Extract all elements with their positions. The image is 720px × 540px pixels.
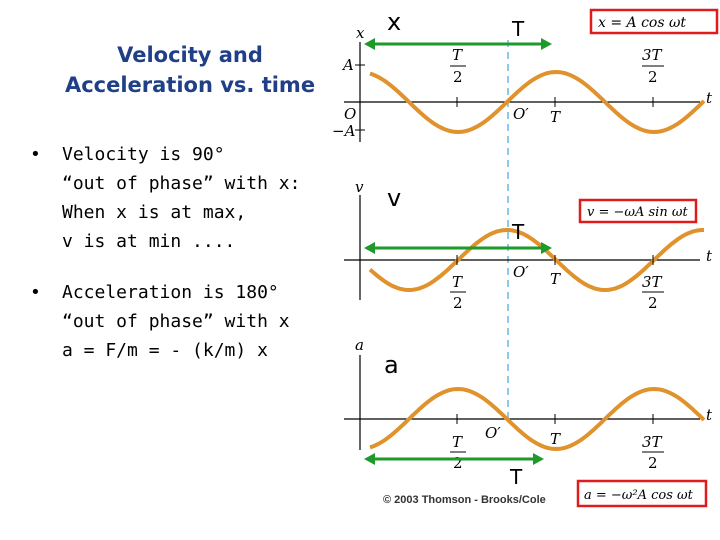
a-equation: a = −ω²A cos ωt xyxy=(584,488,694,503)
a-graph: a t O′ T 2 T 3T 2 a T a = −ω²A cos ωt xyxy=(344,336,713,508)
half-period-num: T xyxy=(452,273,463,291)
copyright-notice: © 2003 Thomson - Brooks/Cole xyxy=(383,494,546,506)
x-period-arrow xyxy=(364,38,552,50)
half-period-den: 2 xyxy=(453,294,463,312)
v-axis-label: v xyxy=(355,178,364,196)
a-axis-label: a xyxy=(355,336,364,354)
v-graph: v t O′ T 2 T 3T 2 v T v = −ωA sin ωt xyxy=(344,178,713,312)
a-curve xyxy=(369,386,706,452)
bullet-line: Acceleration is 180° xyxy=(62,282,279,303)
x-var-label: x xyxy=(387,8,401,36)
half-period-num: T xyxy=(452,433,463,451)
v-period-label: T xyxy=(511,220,525,244)
bullet-acceleration: • Acceleration is 180° “out of phase” wi… xyxy=(30,278,350,365)
half-period-den: 2 xyxy=(453,68,463,86)
bullet-line: “out of phase” with x xyxy=(62,311,290,332)
period-tick-label: T xyxy=(550,430,561,448)
t-axis-label: t xyxy=(706,247,713,265)
three-half-num: 3T xyxy=(642,46,663,64)
t-axis-label: t xyxy=(706,89,713,107)
bullet-dot: • xyxy=(30,144,41,165)
v-curve xyxy=(368,228,704,292)
bullet-line: Velocity is 90° xyxy=(62,144,225,165)
half-period-den: 2 xyxy=(453,454,463,472)
t-axis-label: t xyxy=(706,406,713,424)
bullet-line: a = F/m = - (k/m) x xyxy=(62,340,268,361)
bullet-line: “out of phase” with x: xyxy=(62,173,301,194)
origin-prime-label: O′ xyxy=(485,424,501,442)
a-equation-box xyxy=(576,479,708,508)
three-half-den: 2 xyxy=(648,454,658,472)
period-tick-label: T xyxy=(550,108,561,126)
origin-label: O xyxy=(344,105,356,123)
v-var-label: v xyxy=(387,184,401,212)
bullet-velocity: • Velocity is 90° “out of phase” with x:… xyxy=(30,140,350,256)
a-var-label: a xyxy=(384,351,399,379)
x-curve xyxy=(369,69,706,135)
amp-neg-label: −A xyxy=(332,122,356,140)
bullet-list: • Velocity is 90° “out of phase” with x:… xyxy=(30,140,350,387)
bullet-line: When x is at max, xyxy=(62,202,247,223)
x-equation-box xyxy=(589,8,719,35)
three-half-den: 2 xyxy=(648,68,658,86)
period-tick-label: T xyxy=(550,270,561,288)
v-equation: v = −ωA sin ωt xyxy=(587,205,688,220)
amp-pos-label: A xyxy=(341,56,354,74)
a-period-label: T xyxy=(509,465,523,489)
title-line-1: Velocity and xyxy=(117,43,263,67)
v-period-arrow xyxy=(364,242,552,254)
three-half-num: 3T xyxy=(642,433,663,451)
x-axis-label: x xyxy=(356,24,365,42)
slide-title: Velocity and Acceleration vs. time xyxy=(40,40,340,100)
x-equation: x = A cos ωt xyxy=(598,15,686,31)
x-period-label: T xyxy=(511,17,525,41)
a-period-arrow xyxy=(364,453,544,465)
title-line-2: Acceleration vs. time xyxy=(64,73,316,97)
three-half-den: 2 xyxy=(648,294,658,312)
origin-prime-label: O′ xyxy=(513,263,529,281)
half-period-num: T xyxy=(452,46,463,64)
v-equation-box xyxy=(578,198,698,224)
three-half-num: 3T xyxy=(642,273,663,291)
bullet-dot: • xyxy=(30,282,41,303)
origin-prime-label: O′ xyxy=(513,105,529,123)
x-graph: x t A −A O O′ T 2 T 3T 2 x T x = A cos ω… xyxy=(332,8,719,142)
bullet-line: v is at min .... xyxy=(62,231,236,252)
